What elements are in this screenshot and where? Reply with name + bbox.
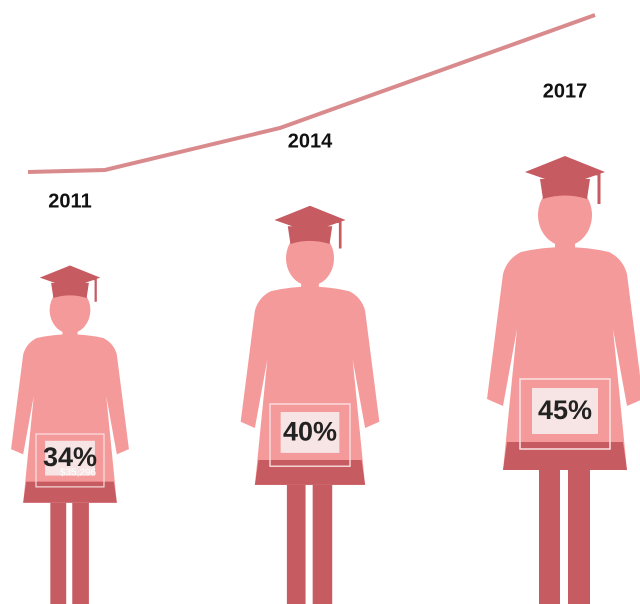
leg	[539, 470, 560, 604]
head	[538, 184, 592, 246]
dress	[240, 286, 380, 485]
leg	[568, 470, 590, 604]
neck	[62, 328, 78, 340]
figures: 34% 2011 40% 2014 45% 2017	[11, 80, 640, 604]
label-frame	[35, 433, 105, 488]
year-label: 2017	[543, 80, 588, 102]
figure: 45%	[487, 156, 640, 604]
label-box	[45, 440, 95, 476]
head	[286, 230, 334, 286]
hem-band	[254, 460, 366, 485]
annotation: $35,296	[60, 468, 97, 479]
dress	[11, 334, 129, 503]
figure: 40%	[240, 205, 380, 604]
cap-base	[51, 282, 89, 298]
year-label: 2011	[48, 190, 91, 212]
leg	[50, 502, 67, 604]
year-label: 2014	[288, 130, 333, 152]
leg	[286, 484, 306, 604]
head	[49, 286, 91, 334]
value-label: 40%	[283, 416, 337, 446]
leg	[72, 502, 89, 604]
label-box	[280, 412, 340, 453]
dress	[487, 247, 640, 470]
label-box	[532, 388, 598, 434]
figure: 34%	[11, 265, 129, 604]
hem-band	[503, 442, 627, 470]
tassel	[564, 170, 601, 204]
hem-band	[23, 481, 117, 503]
tassel	[69, 276, 97, 302]
leg	[312, 484, 333, 604]
cap-base	[287, 226, 333, 245]
value-label: 34%	[43, 442, 97, 472]
value-label: 45%	[538, 395, 592, 425]
label-frame	[519, 378, 611, 450]
cap-base	[540, 179, 590, 199]
cap-board	[39, 265, 101, 289]
label-frame	[269, 403, 351, 467]
tassel	[309, 218, 342, 249]
trend-line	[27, 13, 596, 174]
cap-board	[525, 156, 605, 186]
cap-board	[274, 205, 346, 233]
